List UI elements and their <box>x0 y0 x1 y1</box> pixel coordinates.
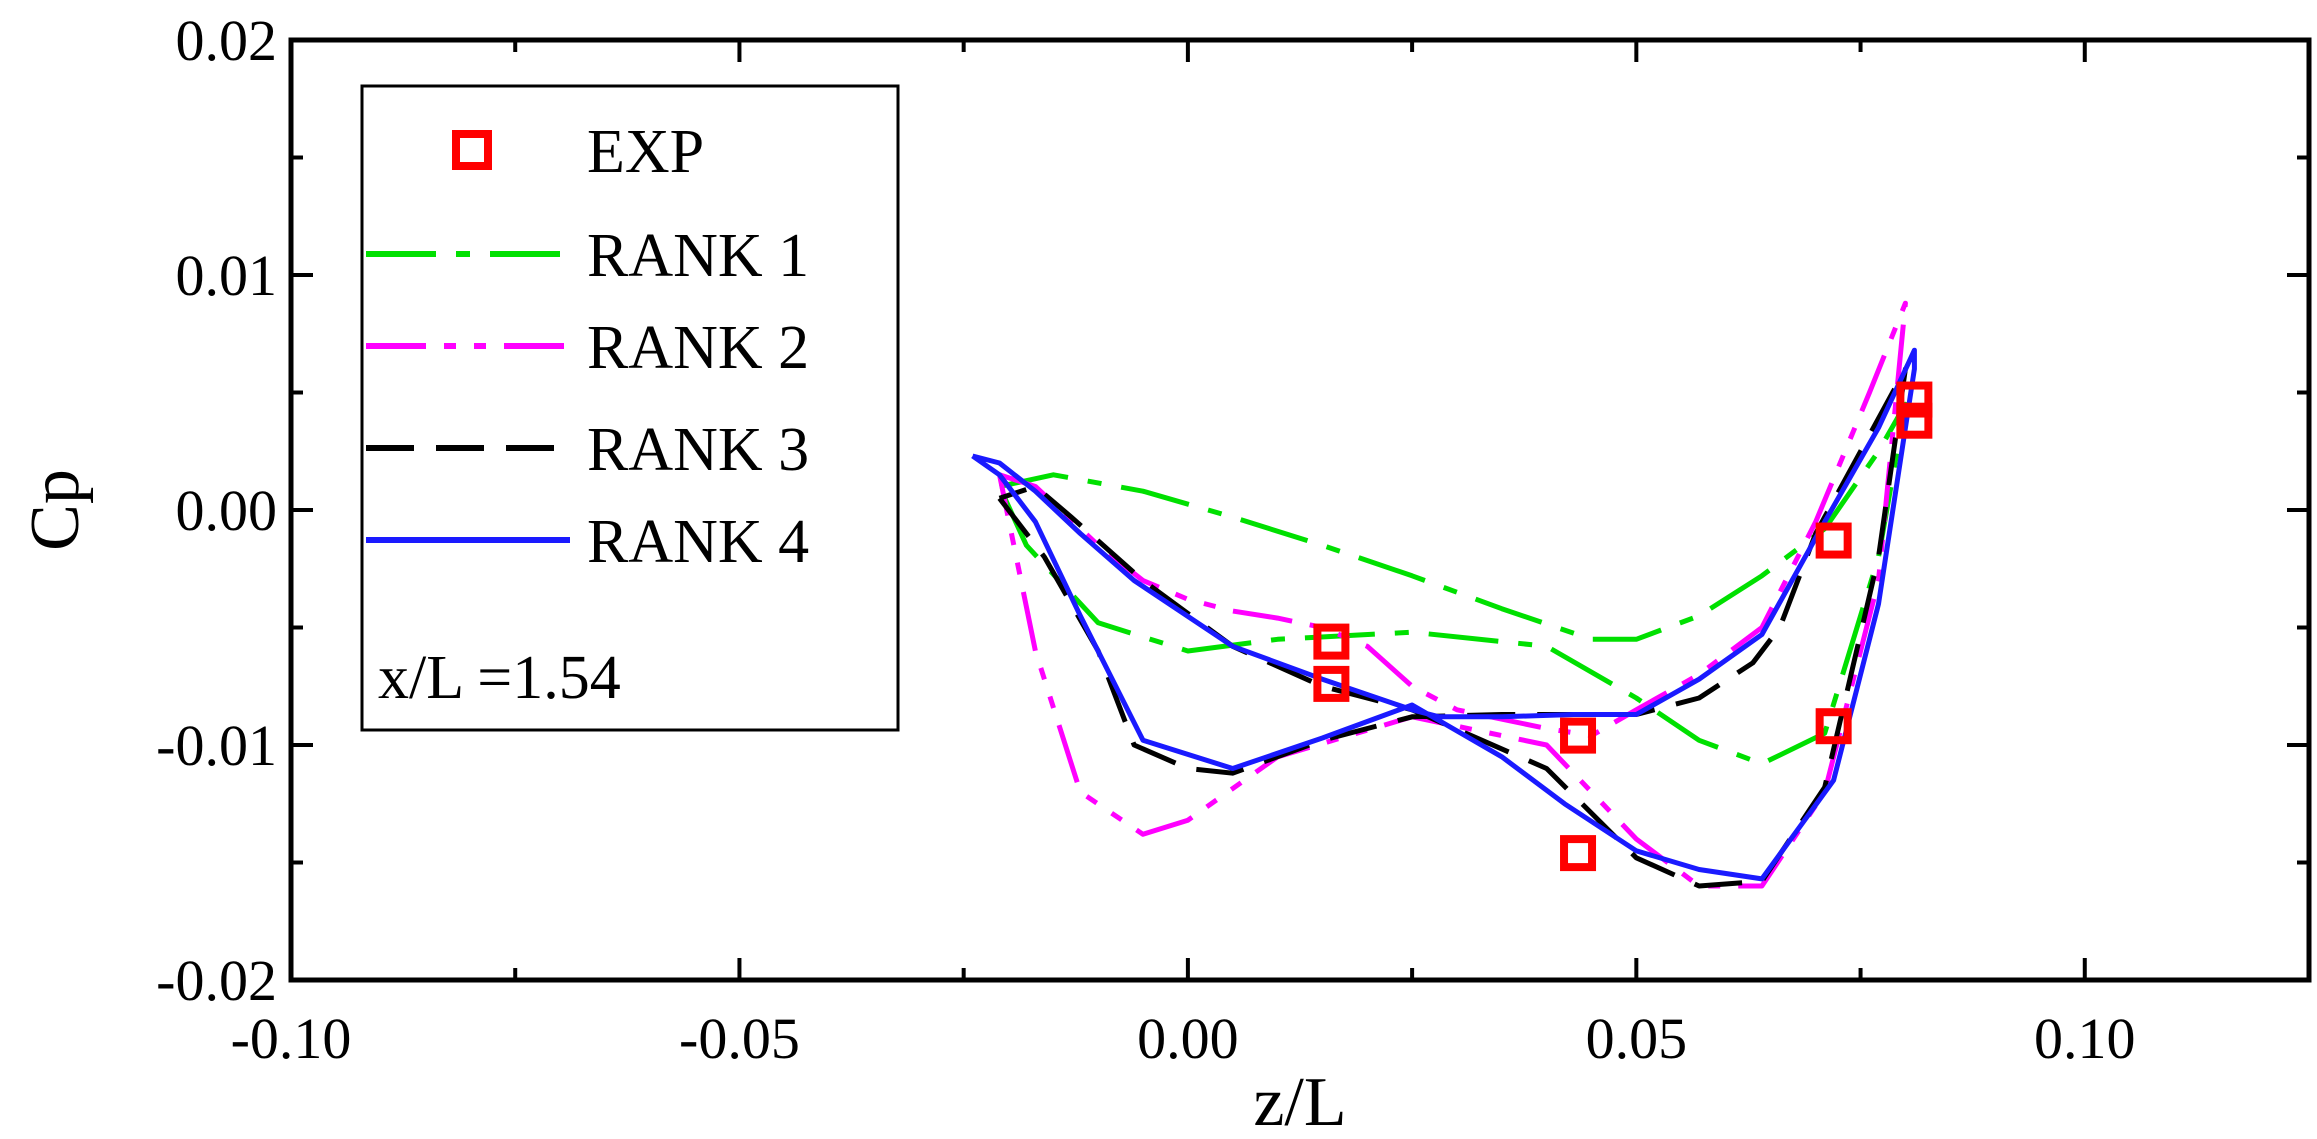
y-tick-label: 0.01 <box>176 243 278 308</box>
y-tick-label: 0.02 <box>176 8 278 73</box>
x-axis-title: z/L <box>1253 1064 1346 1139</box>
legend-label-rank-2: RANK 2 <box>587 314 809 382</box>
annotation-x-over-l: x/L =1.54 <box>378 644 621 712</box>
y-axis-title: Cp <box>17 469 94 551</box>
x-tick-label: 0.05 <box>1586 1006 1688 1071</box>
legend-label-rank-4: RANK 4 <box>587 508 809 576</box>
series-line-rank-3 <box>997 366 1908 889</box>
exp-marker <box>1896 381 1933 418</box>
legend-label-exp: EXP <box>587 118 704 186</box>
exp-marker <box>1815 708 1852 745</box>
x-tick-label: 0.10 <box>2034 1006 2136 1071</box>
exp-marker <box>1560 717 1597 754</box>
exp-marker <box>1896 402 1933 439</box>
legend-label-rank-1: RANK 1 <box>587 222 809 290</box>
exp-marker <box>1560 835 1597 872</box>
x-tick-label: -0.10 <box>231 1006 352 1071</box>
legend-swatch-exp <box>452 130 492 170</box>
legend-box <box>360 84 900 732</box>
x-tick-label: 0.00 <box>1137 1006 1239 1071</box>
y-tick-label: -0.02 <box>156 948 277 1013</box>
axis-ticks: -0.10 -0.05 0.00 0.05 0.10 -0.02 -0.01 0.00 0.01… <box>156 8 2311 1071</box>
plot-area <box>971 300 1933 889</box>
x-tick-label: -0.05 <box>679 1006 800 1071</box>
legend-label-rank-3: RANK 3 <box>587 416 809 484</box>
exp-marker <box>1313 623 1350 660</box>
legend: EXP RANK 1 RANK 2 RANK 3 RANK 4 x/L =1.54 <box>360 84 900 732</box>
series-line-rank-4 <box>971 347 1917 882</box>
y-tick-label: 0.00 <box>176 478 278 543</box>
y-tick-label: -0.01 <box>156 713 277 778</box>
exp-marker <box>1313 665 1350 702</box>
series-line-rank-1 <box>997 401 1908 767</box>
exp-marker <box>1815 522 1852 559</box>
